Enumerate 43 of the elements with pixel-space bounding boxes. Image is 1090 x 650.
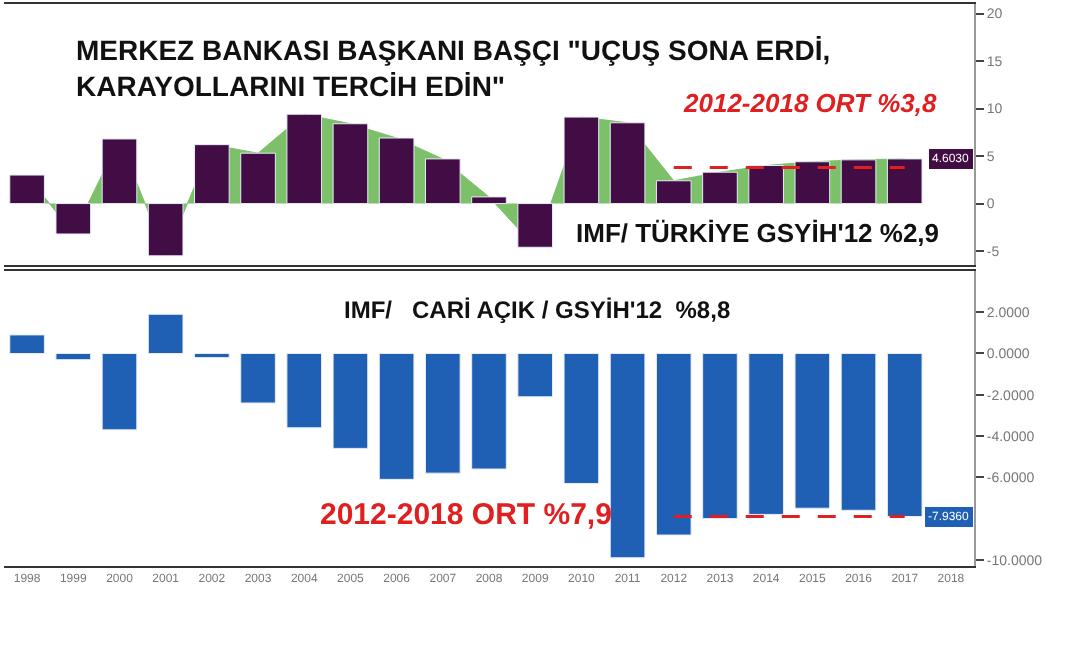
bar bbox=[655, 180, 692, 205]
bar bbox=[471, 196, 507, 205]
bar bbox=[702, 352, 738, 520]
annotation: IMF/ TÜRKİYE GSYİH'12 %2,9 bbox=[576, 218, 940, 248]
text: IMF/ CARİ AÇIK / GSYİH'12 %8,8 bbox=[344, 296, 731, 324]
bar bbox=[563, 116, 600, 205]
bar bbox=[471, 352, 507, 470]
bar bbox=[840, 352, 877, 511]
bar bbox=[517, 352, 554, 398]
bar bbox=[194, 144, 230, 205]
bar bbox=[101, 352, 138, 431]
bar bbox=[9, 174, 45, 205]
bar bbox=[655, 352, 692, 536]
bar bbox=[332, 123, 369, 205]
bar bbox=[286, 352, 323, 429]
bar bbox=[194, 352, 230, 359]
annotation: 2012-2018 ORT %3,8 bbox=[682, 88, 938, 118]
bar bbox=[147, 313, 184, 354]
bar bbox=[9, 334, 45, 354]
bar bbox=[101, 138, 138, 205]
bar bbox=[55, 352, 92, 361]
bar bbox=[609, 352, 646, 559]
bar bbox=[748, 165, 784, 205]
bar bbox=[563, 352, 600, 484]
bar bbox=[332, 352, 369, 449]
bar bbox=[748, 352, 784, 515]
annotation: 2012-2018 ORT %7,9 bbox=[320, 498, 612, 532]
bar bbox=[702, 171, 738, 205]
bar bbox=[55, 203, 92, 235]
bar bbox=[424, 352, 461, 474]
bar bbox=[886, 158, 923, 205]
bar bbox=[240, 352, 276, 404]
bar bbox=[840, 159, 877, 205]
bar bbox=[378, 352, 415, 480]
bar bbox=[147, 203, 184, 257]
bar bbox=[286, 113, 323, 205]
bar bbox=[240, 152, 276, 205]
bar bbox=[517, 203, 554, 248]
bar bbox=[378, 137, 415, 205]
bar bbox=[794, 352, 831, 509]
bar bbox=[609, 122, 646, 205]
bar bbox=[424, 158, 461, 205]
bar bbox=[794, 161, 831, 205]
